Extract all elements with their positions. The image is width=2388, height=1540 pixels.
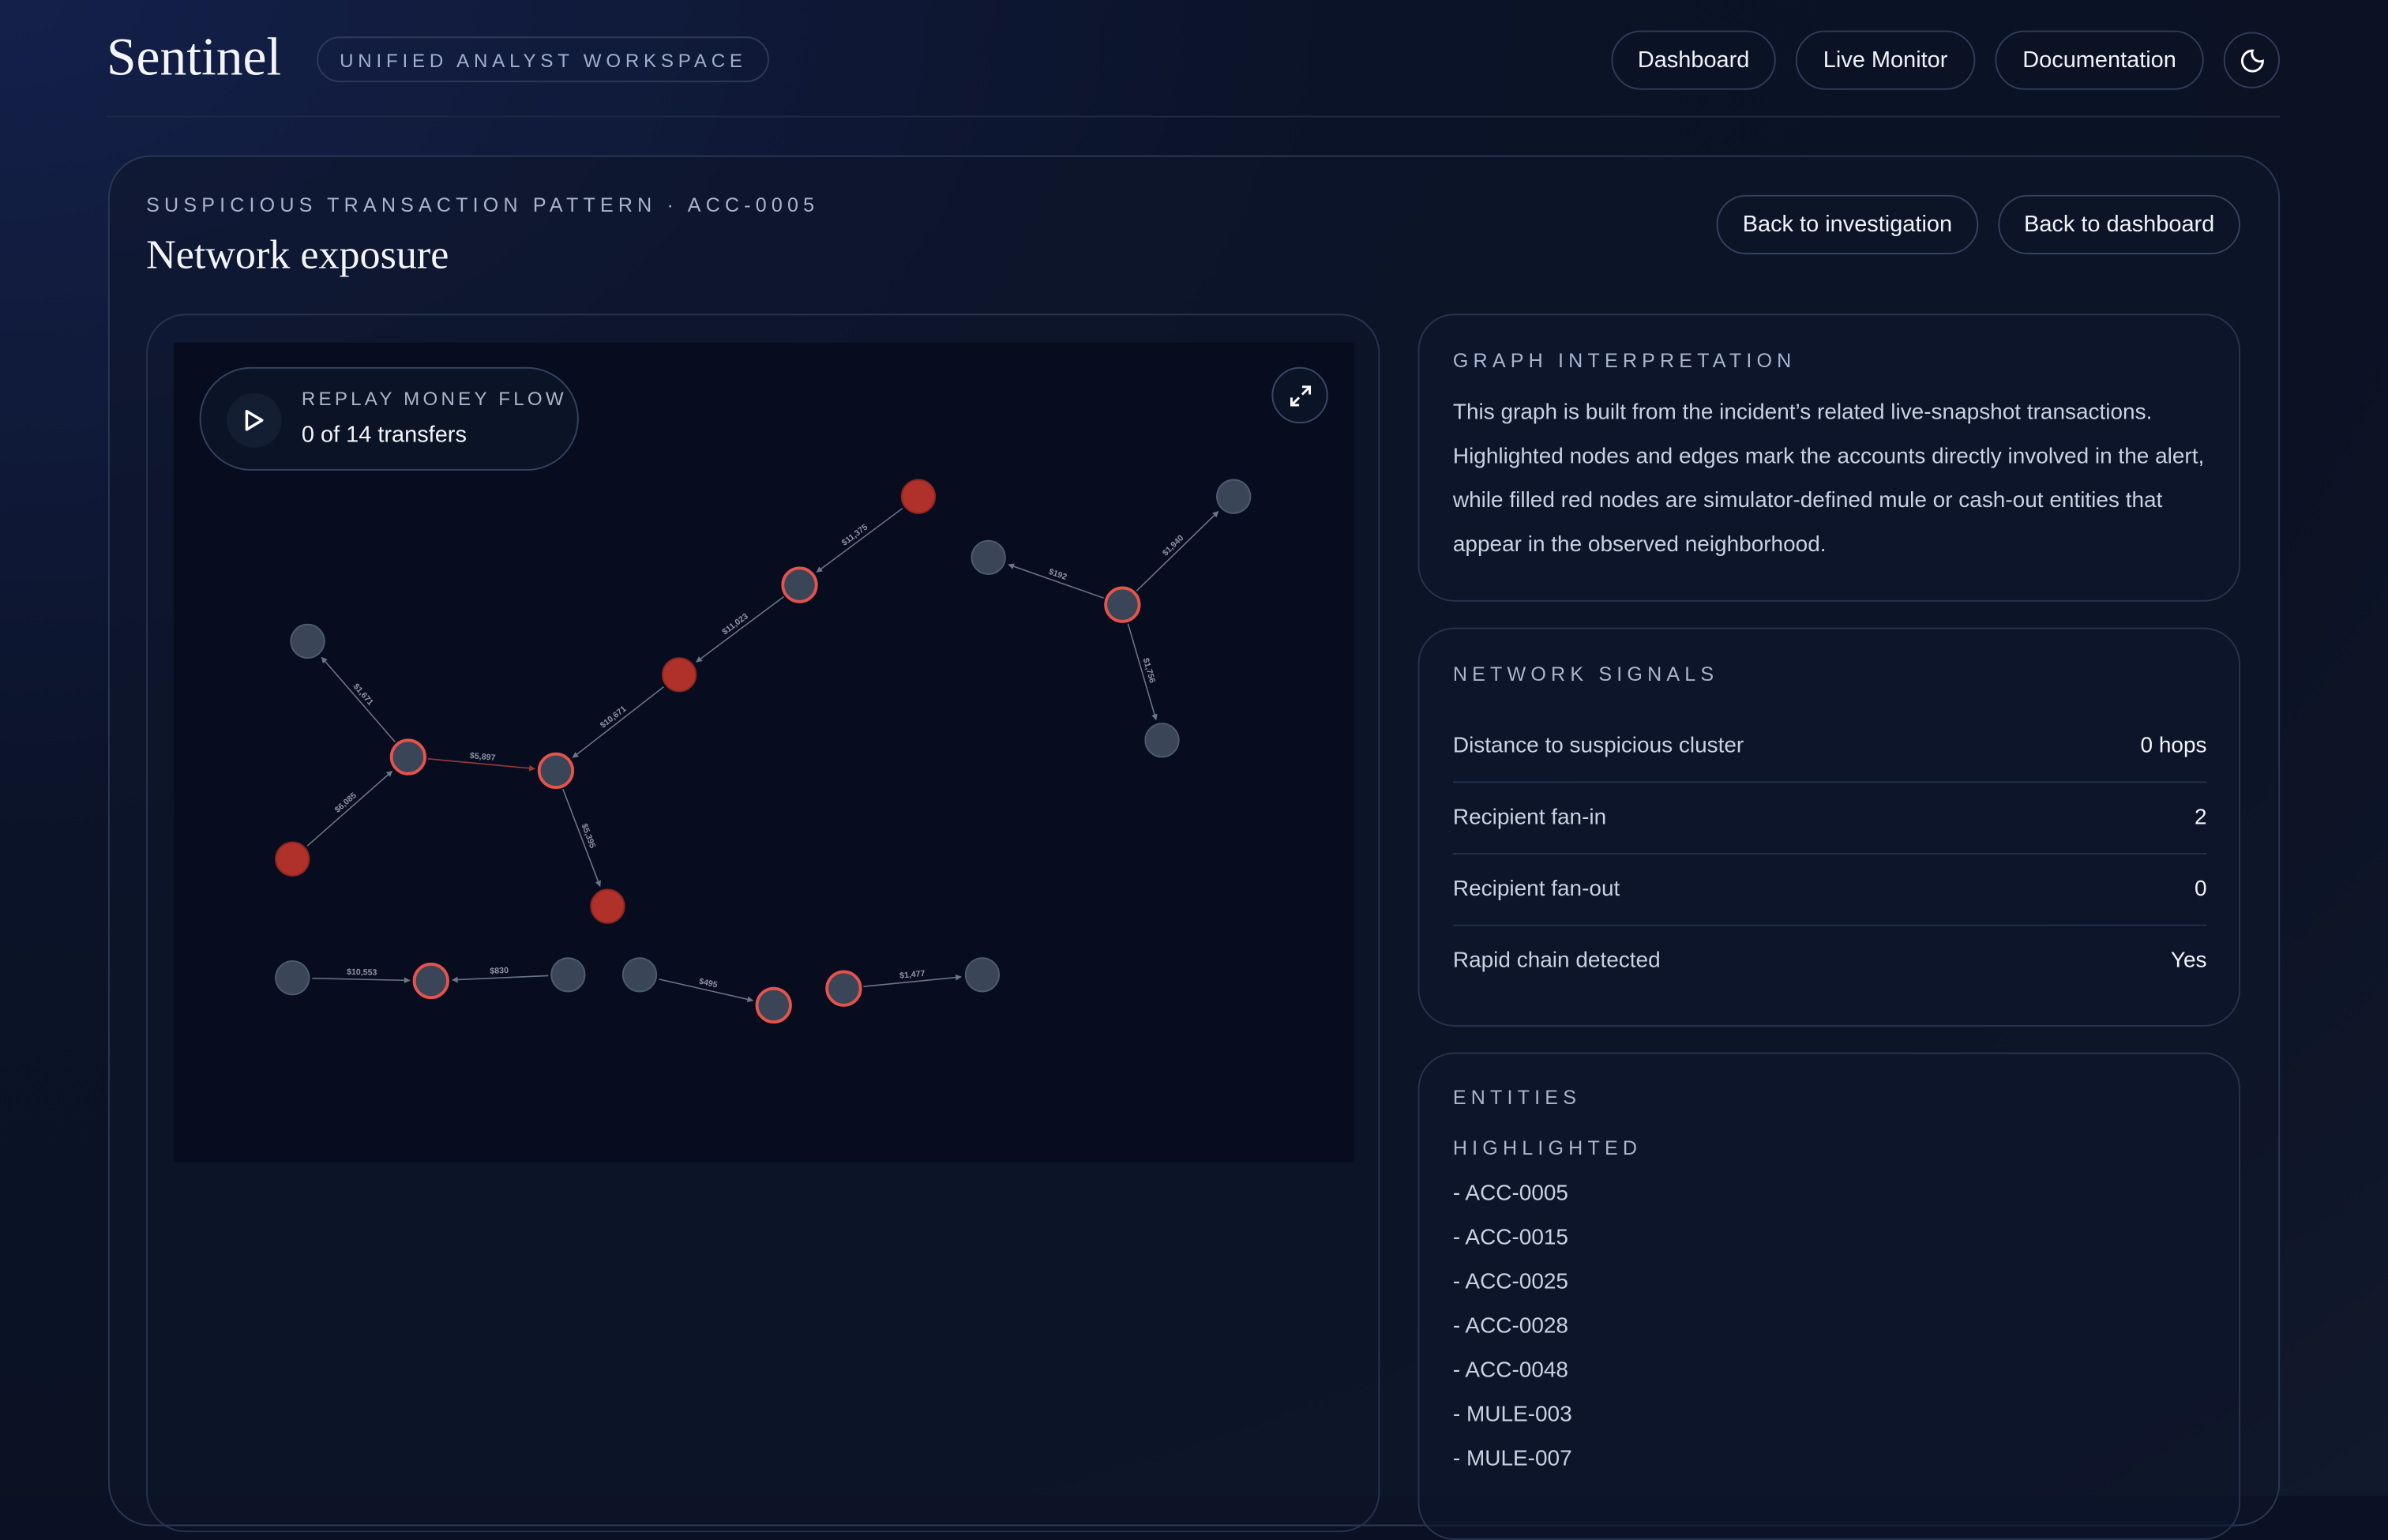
edge-amount-label: $1,756	[1141, 657, 1158, 685]
graph-node-highlighted[interactable]	[537, 752, 575, 790]
brand-logo[interactable]: Sentinel	[107, 27, 282, 87]
entities-subheading: HIGHLIGHTED	[1452, 1136, 1643, 1159]
graph-node-mule[interactable]	[275, 841, 310, 877]
moon-icon	[2240, 48, 2263, 72]
graph-node-highlighted[interactable]	[1104, 586, 1141, 623]
edge-amount-label: $6,085	[333, 791, 359, 815]
graph-edge[interactable]	[312, 977, 411, 984]
expand-icon	[1290, 385, 1311, 406]
graph-node-mule[interactable]	[661, 657, 697, 693]
signal-label: Distance to suspicious cluster	[1452, 733, 1744, 758]
graph-edge[interactable]	[696, 595, 784, 663]
graph-node-neutral[interactable]	[1215, 479, 1252, 514]
edge-amount-label: $10,553	[347, 967, 377, 978]
graph-edge[interactable]	[1008, 563, 1104, 599]
fullscreen-button[interactable]	[1271, 366, 1328, 424]
nav-live-monitor[interactable]: Live Monitor	[1795, 30, 1976, 90]
graph-edge[interactable]	[451, 975, 549, 983]
graph-edge[interactable]	[306, 770, 393, 847]
nav-dashboard[interactable]: Dashboard	[1611, 30, 1776, 90]
page-eyebrow: SUSPICIOUS TRANSACTION PATTERN · ACC-000…	[146, 193, 820, 216]
network-graph-svg: $11,375$11,023$10,671$5,897$1,671$6,085$…	[275, 479, 1252, 1024]
back-to-dashboard-button[interactable]: Back to dashboard	[1998, 194, 2240, 255]
signal-value: 0	[2194, 876, 2207, 901]
signal-value: Yes	[2170, 948, 2207, 973]
graph-edge[interactable]	[1136, 510, 1219, 592]
signal-label: Recipient fan-in	[1452, 805, 1607, 830]
entity-item: - MULE-003	[1452, 1403, 1572, 1428]
entity-item: - ACC-0015	[1452, 1226, 1569, 1251]
graph-edge[interactable]	[572, 686, 664, 758]
graph-edge[interactable]	[863, 974, 962, 987]
theme-toggle-button[interactable]	[2223, 32, 2281, 88]
play-button[interactable]	[227, 393, 282, 449]
network-signals-panel: NETWORK SIGNALS Distance to suspicious c…	[1417, 627, 2240, 1027]
network-graph[interactable]: $11,375 $11,023 $10,671 $5,897 $1,671 $6,085 $…	[173, 342, 1354, 1163]
entity-item: - ACC-0025	[1452, 1270, 1569, 1295]
signal-value: 2	[2194, 805, 2207, 830]
entity-item: - ACC-0005	[1452, 1181, 1569, 1207]
edge-amount-label: $495	[698, 977, 719, 990]
signal-row: Recipient fan-out 0	[1452, 853, 2207, 926]
graph-node-neutral[interactable]	[964, 957, 1001, 993]
edge-amount-label: $830	[490, 966, 509, 976]
graph-node-neutral[interactable]	[1144, 723, 1180, 758]
graph-node-highlighted[interactable]	[389, 738, 427, 776]
signal-label: Recipient fan-out	[1452, 876, 1620, 901]
replay-label: REPLAY MONEY FLOW	[301, 388, 567, 410]
edge-amount-label: $5,395	[580, 822, 598, 850]
replay-progress: 0 of 14 transfers	[301, 422, 467, 449]
back-to-investigation-button[interactable]: Back to investigation	[1716, 194, 1979, 255]
entities-panel: ENTITIES HIGHLIGHTED - ACC-0005 - ACC-00…	[1417, 1052, 2240, 1540]
graph-edge[interactable]	[562, 789, 602, 888]
graph-node-highlighted[interactable]	[755, 986, 792, 1024]
workspace-tag: UNIFIED ANALYST WORKSPACE	[317, 36, 770, 83]
graph-node-neutral[interactable]	[971, 539, 1006, 576]
graph-node-neutral[interactable]	[290, 623, 325, 659]
signal-value: 0 hops	[2140, 733, 2207, 758]
page-title: Network exposure	[146, 231, 449, 278]
signal-label: Rapid chain detected	[1452, 948, 1661, 973]
graph-node-neutral[interactable]	[621, 957, 658, 993]
edge-amount-label: $1,940	[1161, 533, 1186, 558]
graph-edge[interactable]	[321, 656, 396, 743]
entity-item: - ACC-0028	[1452, 1314, 1569, 1339]
graph-node-highlighted[interactable]	[825, 970, 862, 1007]
nav-documentation[interactable]: Documentation	[1995, 30, 2204, 90]
entity-item: - MULE-007	[1452, 1447, 1572, 1472]
graph-node-highlighted[interactable]	[412, 962, 449, 1000]
edge-amount-label: $5,897	[470, 751, 496, 763]
graph-node-highlighted[interactable]	[781, 566, 818, 603]
graph-edge[interactable]	[427, 758, 535, 772]
graph-node-mule[interactable]	[900, 479, 937, 514]
graph-edge[interactable]	[1127, 623, 1158, 721]
play-icon	[245, 409, 264, 431]
graph-edge[interactable]	[816, 508, 903, 573]
graph-node-neutral[interactable]	[550, 957, 586, 993]
entities-heading: ENTITIES	[1452, 1086, 1582, 1110]
graph-node-neutral[interactable]	[275, 960, 310, 996]
graph-interpretation-panel: GRAPH INTERPRETATION This graph is built…	[1417, 314, 2240, 602]
graph-edge[interactable]	[659, 978, 754, 1003]
graph-node-mule[interactable]	[590, 888, 625, 924]
signal-row: Rapid chain detected Yes	[1453, 925, 2207, 997]
edge-amount-label: $1,477	[899, 969, 926, 981]
entity-item: - ACC-0048	[1452, 1358, 1569, 1384]
replay-money-flow-button[interactable]: REPLAY MONEY FLOW 0 of 14 transfers	[199, 366, 579, 471]
header-divider	[107, 115, 2281, 118]
signal-row: Recipient fan-in 2	[1452, 781, 2207, 855]
signal-row: Distance to suspicious cluster 0 hops	[1452, 710, 2207, 783]
interpretation-heading: GRAPH INTERPRETATION	[1452, 348, 1797, 372]
signals-heading: NETWORK SIGNALS	[1452, 662, 1719, 685]
interpretation-text: This graph is built from the incident’s …	[1452, 400, 2205, 558]
